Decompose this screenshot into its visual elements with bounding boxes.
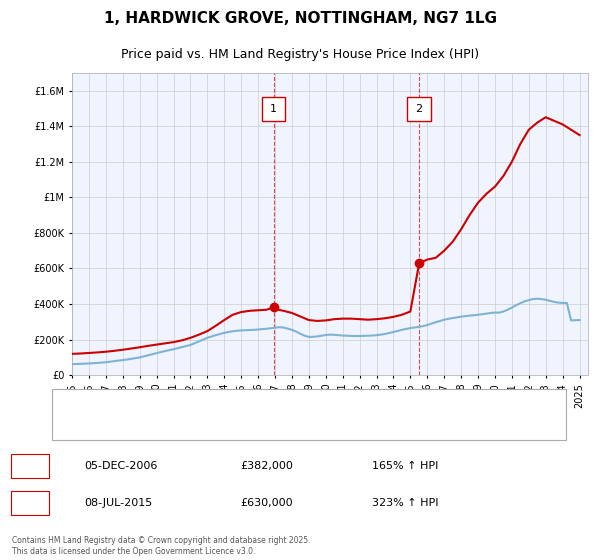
Text: £630,000: £630,000 (240, 498, 293, 508)
Text: 1: 1 (270, 104, 277, 114)
Text: 1, HARDWICK GROVE, NOTTINGHAM, NG7 1LG (detached house): 1, HARDWICK GROVE, NOTTINGHAM, NG7 1LG (… (112, 397, 427, 407)
Text: £382,000: £382,000 (240, 461, 293, 471)
Text: Price paid vs. HM Land Registry's House Price Index (HPI): Price paid vs. HM Land Registry's House … (121, 48, 479, 61)
FancyBboxPatch shape (52, 389, 566, 440)
Text: 05-DEC-2006: 05-DEC-2006 (84, 461, 157, 471)
Text: 323% ↑ HPI: 323% ↑ HPI (372, 498, 439, 508)
Text: 2: 2 (416, 104, 423, 114)
Text: 165% ↑ HPI: 165% ↑ HPI (372, 461, 439, 471)
Text: 1: 1 (26, 461, 34, 471)
Text: 08-JUL-2015: 08-JUL-2015 (84, 498, 152, 508)
Text: 1, HARDWICK GROVE, NOTTINGHAM, NG7 1LG: 1, HARDWICK GROVE, NOTTINGHAM, NG7 1LG (104, 11, 497, 26)
Text: HPI: Average price, detached house, City of Nottingham: HPI: Average price, detached house, City… (112, 422, 385, 432)
Text: Contains HM Land Registry data © Crown copyright and database right 2025.
This d: Contains HM Land Registry data © Crown c… (12, 536, 311, 556)
Text: 2: 2 (26, 498, 34, 508)
FancyBboxPatch shape (11, 454, 49, 478)
FancyBboxPatch shape (11, 491, 49, 515)
